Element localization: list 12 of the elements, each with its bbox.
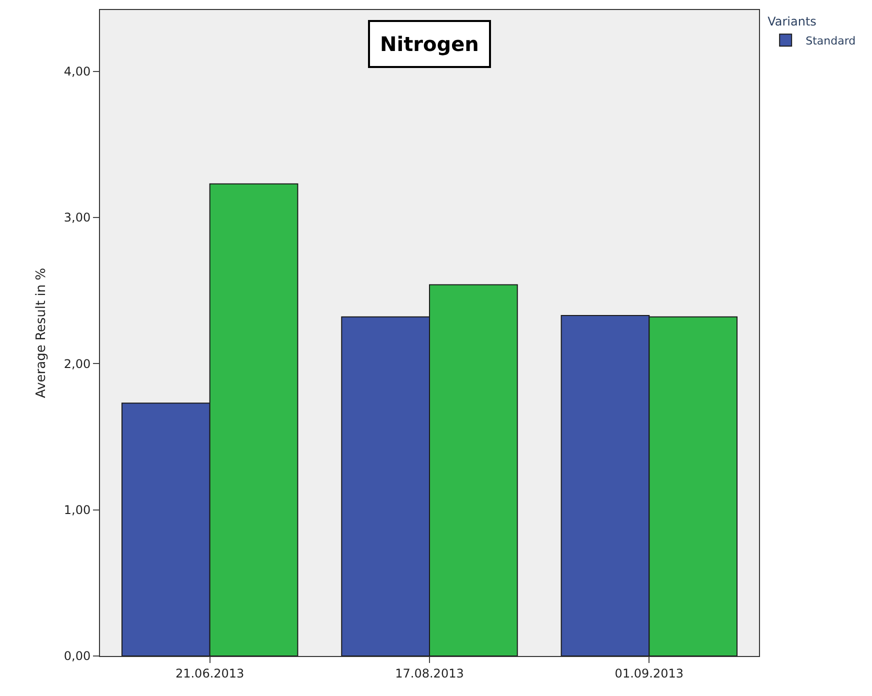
text: Nitrogen (380, 32, 479, 56)
legend-label: Standard (806, 34, 856, 48)
x-tick-label: 21.06.2013 (175, 666, 244, 680)
y-tick-label: 2,00 (64, 356, 91, 371)
x-tick-label: 01.09.2013 (614, 666, 684, 680)
x-tick-label: 17.08.2013 (395, 666, 464, 680)
y-tick-label: 0,00 (64, 649, 91, 664)
legend-title: Variants (768, 14, 816, 29)
y-axis-title: Average Result in % (34, 268, 49, 398)
y-tick-label: 3,00 (64, 210, 91, 225)
y-tick-label: 1,00 (64, 503, 91, 518)
y-tick-label: 4,00 (64, 64, 91, 79)
